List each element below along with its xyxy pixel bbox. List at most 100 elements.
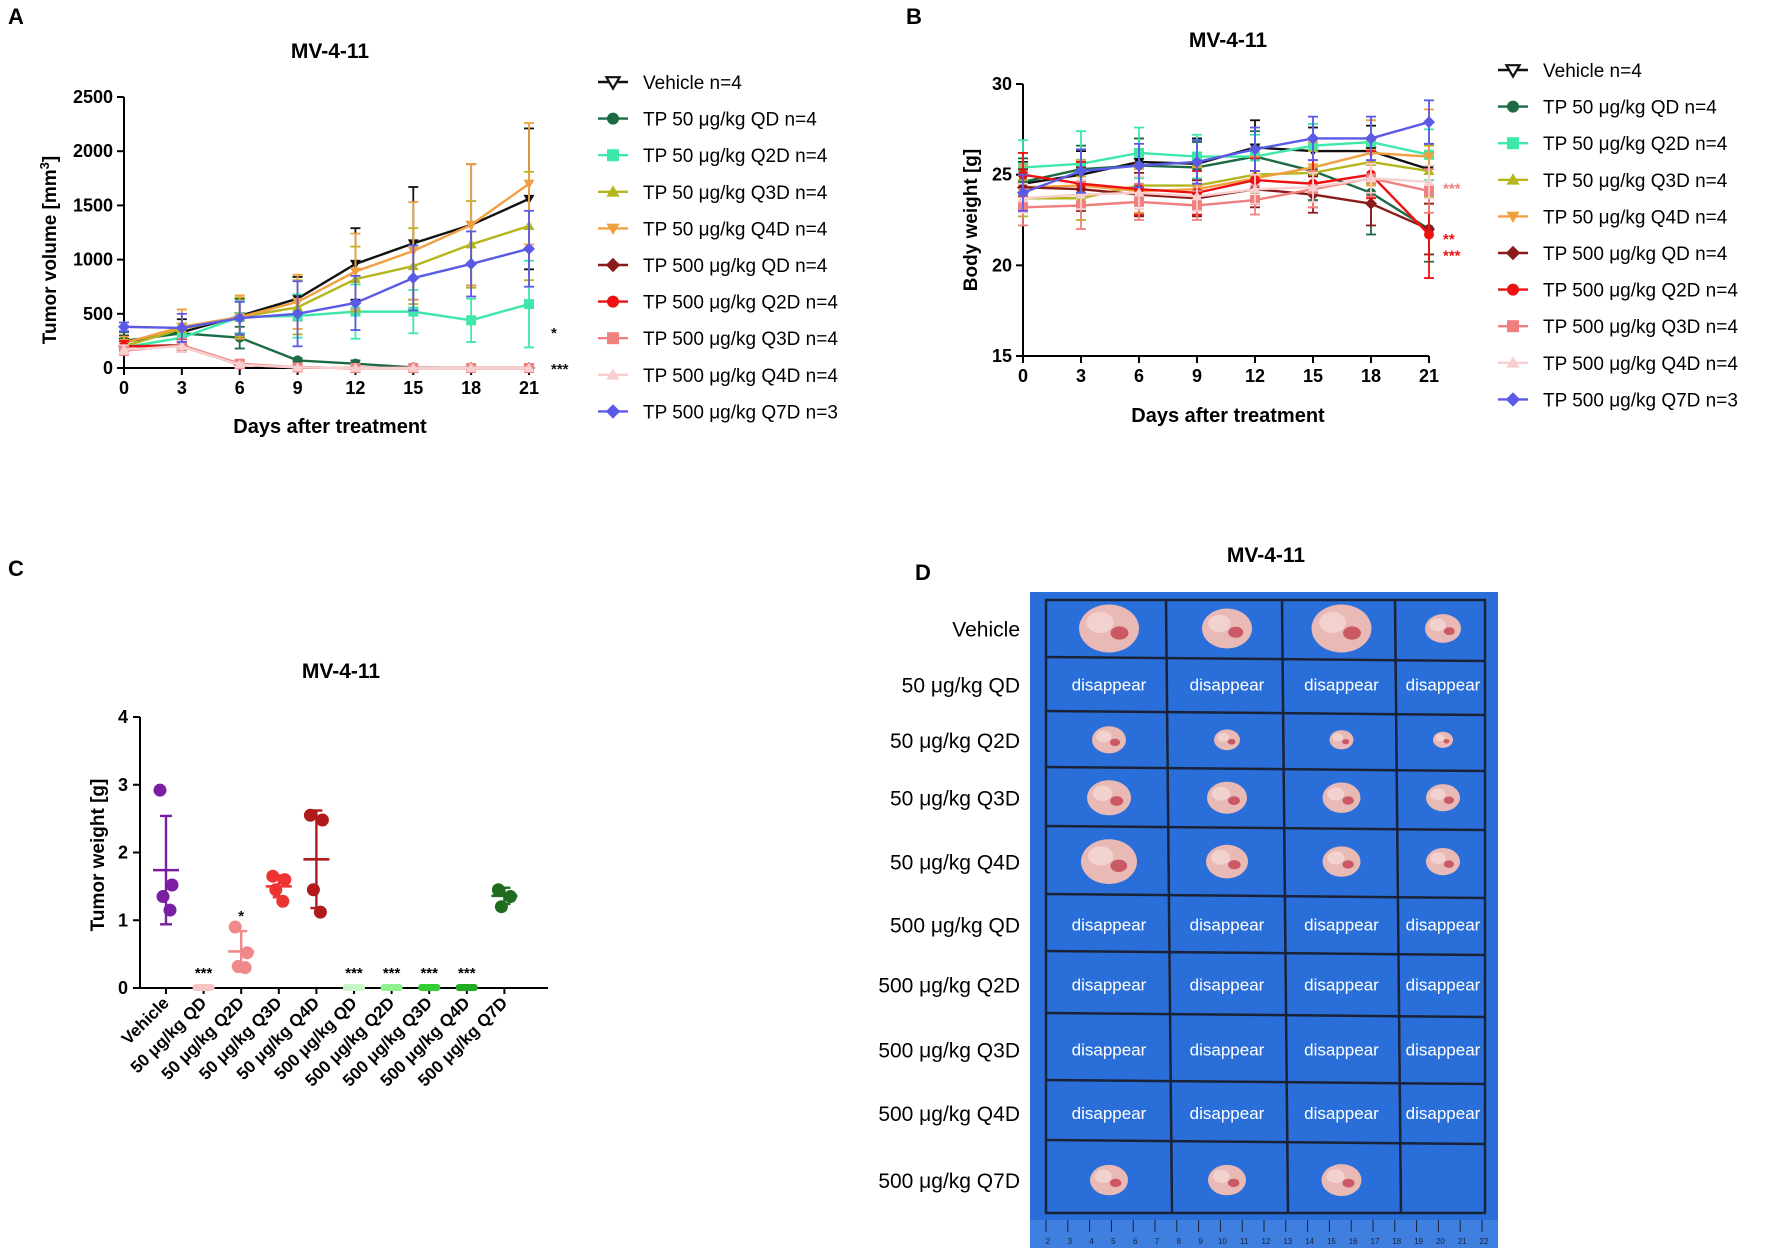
legend-item: TP 50 μg/kg Q2D n=4 (598, 146, 828, 167)
panel-b-chart: MV-4-11 Days after treatment Body weight… (961, 29, 1461, 427)
legend-item: TP 500 μg/kg Q4D n=4 (1498, 354, 1738, 375)
ruler-label: 22 (1480, 1237, 1489, 1246)
ruler-label: 12 (1262, 1237, 1271, 1246)
tumor-vessel (1110, 626, 1129, 640)
legend-marker (607, 112, 619, 125)
row-label: 50 μg/kg Q2D (890, 730, 1020, 753)
tumor-highlight (1096, 730, 1112, 743)
panel-d-title: MV-4-11 (1227, 544, 1306, 567)
tumor-vessel (1227, 738, 1236, 745)
legend-item: TP 50 μg/kg Q4D n=4 (1498, 207, 1728, 228)
grid-row-line (1045, 655, 1486, 663)
grid-row-line (1045, 949, 1486, 957)
data-point-cluster (418, 984, 441, 991)
x-tick-label: 9 (293, 378, 303, 398)
legend-item: TP 500 μg/kg Q4D n=4 (598, 366, 838, 387)
tumor-vessel (1109, 1178, 1122, 1188)
category-group: *** (343, 965, 365, 991)
y-tick-label: 2 (118, 843, 128, 863)
data-point (1424, 229, 1434, 240)
data-point (315, 813, 329, 827)
tumor-vessel (1109, 738, 1121, 747)
photo-background (1030, 592, 1498, 1248)
legend-label: TP 500 μg/kg QD n=4 (1543, 244, 1728, 265)
y-tick-label: 2500 (73, 87, 113, 107)
row-label: 500 μg/kg Q4D (878, 1103, 1020, 1126)
y-tick-label: 2000 (73, 141, 113, 161)
tumor-specimen (1208, 1164, 1246, 1196)
x-tick-label: 3 (177, 378, 187, 398)
data-point-cluster (343, 984, 365, 991)
legend-item: TP 500 μg/kg Q2D n=4 (1498, 281, 1738, 302)
row-label: 500 μg/kg Q3D (878, 1039, 1020, 1062)
data-point (303, 808, 317, 822)
disappear-label: disappear (1190, 975, 1265, 994)
tumor-vessel (1227, 1178, 1240, 1188)
disappear-label: disappear (1072, 975, 1147, 994)
legend-marker (1507, 100, 1519, 113)
series-line (1022, 177, 1430, 200)
grid-row-line (1045, 824, 1486, 832)
tumor-highlight (1326, 1169, 1345, 1184)
tumor-highlight (1212, 1169, 1230, 1183)
grid-col-line (1164, 599, 1174, 1214)
series-line (1022, 151, 1430, 193)
legend-item: TP 50 μg/kg QD n=4 (598, 110, 817, 131)
data-point (465, 257, 478, 270)
x-tick-label: 0 (119, 378, 129, 398)
category-group (265, 869, 292, 908)
legend-item: Vehicle n=4 (598, 73, 742, 94)
tumor-vessel (1228, 860, 1241, 870)
tumor-highlight (1327, 787, 1345, 801)
panel-d-photo: MV-4-11 Vehicle 50 μg/kg QD 50 μg/kg Q2D 50… (878, 544, 1498, 1248)
y-tick-label: 1500 (73, 195, 113, 215)
legend-item: TP 50 μg/kg Q2D n=4 (1498, 134, 1728, 155)
series-line (1022, 155, 1430, 231)
series-line (1022, 120, 1430, 194)
series-line (123, 247, 530, 330)
row-label: 500 μg/kg QD (890, 915, 1020, 938)
x-tick-label: 21 (519, 378, 539, 398)
data-point (1191, 155, 1203, 168)
panel-a-ylabel-sup: 3 (37, 162, 52, 169)
legend-label: TP 500 μg/kg Q3D n=4 (643, 329, 838, 350)
tumor-highlight (1086, 612, 1114, 633)
legend-label: TP 50 μg/kg Q3D n=4 (643, 183, 828, 204)
tumor-highlight (1430, 788, 1446, 801)
panel-d-row-labels: Vehicle 50 μg/kg QD 50 μg/kg Q2D 50 μg/kg Q… (878, 619, 1020, 1194)
ruler-label: 9 (1198, 1237, 1203, 1246)
disappear-label: disappear (1406, 975, 1481, 994)
tumor-specimen (1322, 846, 1361, 877)
data-point (349, 362, 361, 372)
x-tick-label: 9 (1192, 366, 1202, 386)
data-point (291, 307, 304, 320)
category-group: *** (455, 965, 478, 991)
row-label: 50 μg/kg Q4D (890, 852, 1020, 875)
data-point (523, 362, 535, 372)
panel-b-title: MV-4-11 (1189, 29, 1268, 52)
tumor-specimen (1321, 1164, 1362, 1197)
grid-row-line (1045, 709, 1486, 717)
data-point (233, 312, 246, 325)
tumor-vessel (1342, 860, 1354, 869)
grid-col-line (1393, 599, 1403, 1214)
data-point (165, 878, 179, 892)
category-group: * (228, 908, 255, 975)
legend-label: TP 50 μg/kg Q4D n=4 (643, 219, 828, 240)
significance-annotation: *** (420, 965, 438, 982)
data-point (1365, 172, 1377, 183)
data-point (1133, 187, 1145, 197)
legend-item: TP 500 μg/kg Q2D n=4 (598, 293, 838, 314)
x-tick-label: 12 (345, 378, 365, 398)
grid-frame (1044, 598, 1487, 1215)
disappear-label: disappear (1190, 675, 1265, 694)
legend-item: Vehicle n=4 (1498, 61, 1642, 82)
y-tick-label: 3 (118, 775, 128, 795)
tumor-highlight (1088, 846, 1114, 866)
disappear-label: disappear (1406, 675, 1481, 694)
legend-label: Vehicle n=4 (1543, 61, 1642, 82)
disappear-label: disappear (1304, 975, 1379, 994)
panel-a-title: MV-4-11 (291, 40, 370, 63)
tumor-specimen (1426, 784, 1460, 812)
